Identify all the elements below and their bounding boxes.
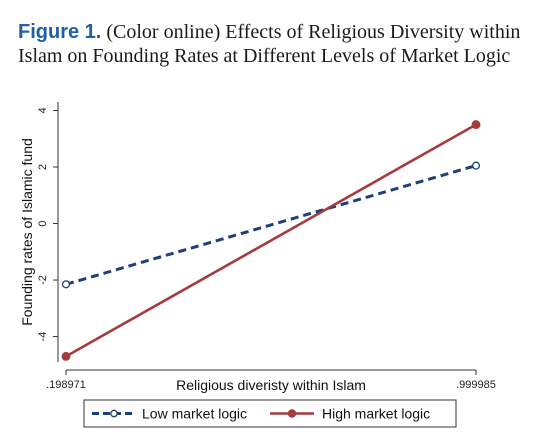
chart-axes: -4 -2 0 2 4 .198971 .999985 Religious diveristy… — [19, 102, 496, 393]
legend-marker-1 — [110, 409, 118, 418]
legend-marker-2 — [287, 409, 297, 418]
y-tick-label: 4 — [37, 107, 49, 113]
y-tick-label: -2 — [37, 275, 49, 285]
chart-legend: Low market logic High market logic — [83, 399, 457, 428]
series-line-2 — [65, 123, 477, 358]
legend-label-2: High market logic — [322, 406, 430, 422]
y-tick-label: -4 — [37, 332, 49, 342]
series-point — [61, 351, 71, 361]
y-tick-label: 0 — [37, 220, 49, 226]
series-point — [471, 120, 481, 130]
y-tick-label: 2 — [37, 164, 49, 170]
figure-caption-text: (Color online) Effects of Religious Dive… — [18, 21, 521, 67]
x-axis-title: Religious diveristy within Islam — [176, 377, 366, 393]
figure-label: Figure 1. — [18, 21, 102, 43]
series-point — [471, 161, 481, 170]
x-tick-label: .198971 — [46, 379, 86, 391]
series-point — [61, 280, 71, 289]
chart-series — [61, 120, 481, 361]
legend-label-1: Low market logic — [142, 406, 247, 422]
figure-caption: Figure 1. (Color online) Effects of Reli… — [18, 20, 538, 68]
y-axis-title: Founding rates of Islamic fund — [19, 138, 35, 326]
series-line-1 — [65, 164, 477, 286]
x-tick-label: .999985 — [456, 379, 496, 391]
